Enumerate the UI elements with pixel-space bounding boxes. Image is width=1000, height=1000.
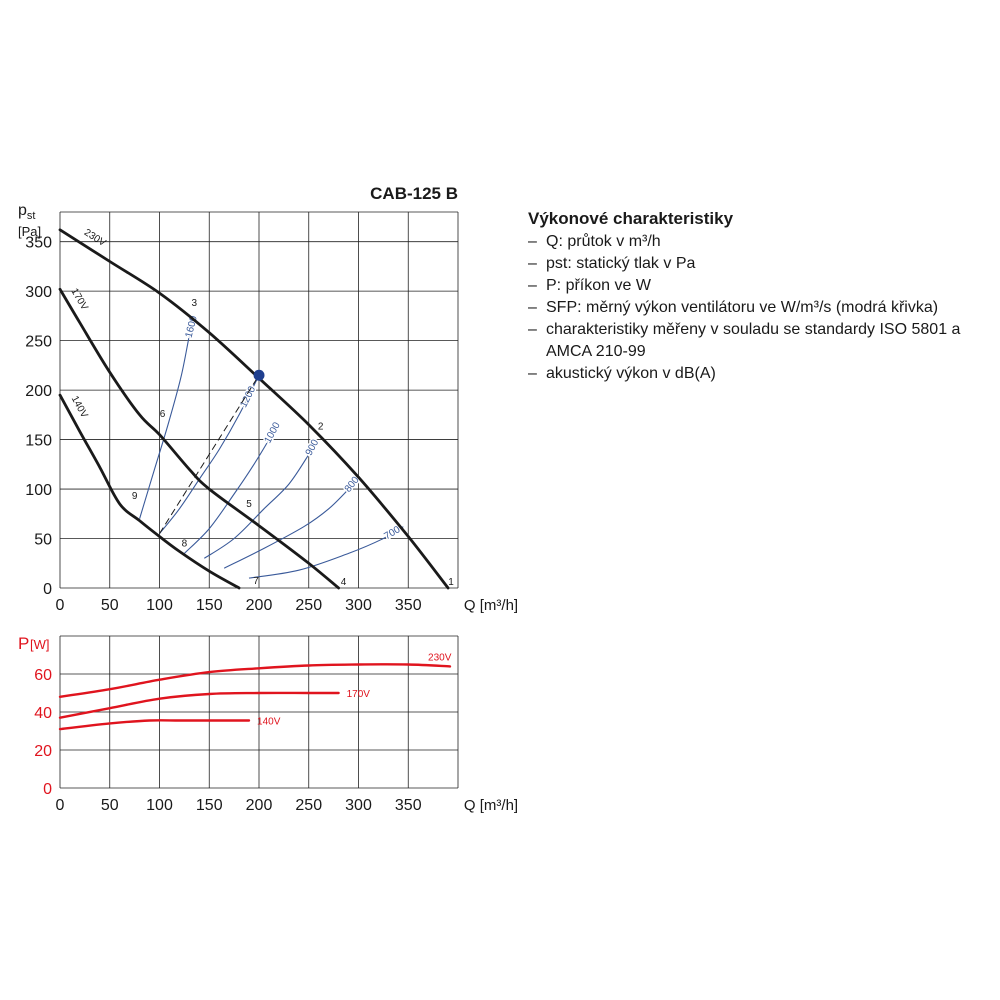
y-tick-label: 0 <box>43 581 52 598</box>
info-item: – charakteristiky měřeny v souladu se sta… <box>528 321 961 360</box>
point-marker-label: 2 <box>318 422 324 433</box>
x-tick-label: 150 <box>196 597 223 614</box>
point-marker-label: 5 <box>246 499 252 510</box>
y-axis-label: P <box>18 634 29 653</box>
y-tick-label: 60 <box>34 667 52 684</box>
info-item: – Q: průtok v m³/h <box>528 233 661 250</box>
y-tick-label: 350 <box>25 235 52 252</box>
series-label: 230V <box>428 652 452 663</box>
series-group: 230V 170V 140V <box>58 652 452 731</box>
x-tick-label: 300 <box>345 797 372 814</box>
info-item: – akustický výkon v dB(A) <box>528 365 716 382</box>
power-chart: 0 50 100 150 200 250 300 350 0 20 40 60 Q [m³/h] P [W]… <box>18 634 518 814</box>
y-tick-label: 250 <box>25 334 52 351</box>
x-tick-label: 0 <box>56 797 65 814</box>
info-item: – SFP: měrný výkon ventilátoru ve W/m³/s … <box>528 299 939 316</box>
x-tick-label: 100 <box>146 597 173 614</box>
y-tick-label: 0 <box>43 781 52 798</box>
point-marker-label: 6 <box>160 409 166 420</box>
pressure-chart: 0 50 100 150 200 250 300 350 0 50 100 150 200 250 300 3… <box>18 202 518 614</box>
grid <box>59 635 459 789</box>
x-tick-label: 250 <box>295 797 322 814</box>
info-list: – Q: průtok v m³/h – pst: statický tlak v … <box>528 231 988 385</box>
info-item: – P: příkon ve W <box>528 277 651 294</box>
y-axis-label: pst <box>18 202 35 222</box>
info-item: – pst: statický tlak v Pa <box>528 255 696 272</box>
grid <box>59 211 459 589</box>
sfp-curve <box>184 424 278 554</box>
series-line <box>58 393 241 590</box>
x-tick-label: 100 <box>146 797 173 814</box>
dashed-reference-line <box>159 374 260 534</box>
point-marker-label: 7 <box>253 576 259 587</box>
point-marker-label: 8 <box>182 538 188 549</box>
series-line <box>58 228 450 590</box>
series-line <box>58 287 340 590</box>
sfp-curve <box>203 439 318 559</box>
x-tick-label: 50 <box>101 797 119 814</box>
point-marker-label: 1 <box>448 577 454 588</box>
point-marker-label: 9 <box>132 491 138 502</box>
x-tick-label: 150 <box>196 797 223 814</box>
sfp-curve <box>159 375 260 534</box>
series-line <box>58 663 452 698</box>
sfp-curve <box>139 315 195 519</box>
x-tick-label: 300 <box>345 597 372 614</box>
x-tick-label: 200 <box>246 597 273 614</box>
x-tick-label: 200 <box>246 797 273 814</box>
y-tick-label: 40 <box>34 705 52 722</box>
series-label: 170V <box>347 689 371 700</box>
x-tick-label: 0 <box>56 597 65 614</box>
sfp-curve <box>223 478 357 569</box>
x-tick-label: 250 <box>295 597 322 614</box>
x-tick-label: 350 <box>395 797 422 814</box>
point-marker-label: 4 <box>341 577 347 588</box>
series-label: 140V <box>257 717 281 728</box>
sfp-curve <box>248 526 404 579</box>
x-axis-label: Q [m³/h] <box>464 797 518 814</box>
info-heading: Výkonové charakteristiky <box>528 209 734 228</box>
x-tick-label: 350 <box>395 597 422 614</box>
point-marker-label: 3 <box>192 298 198 309</box>
y-tick-label: 200 <box>25 383 52 400</box>
sfp-curve-label: 900 <box>304 437 322 457</box>
y-tick-label: 50 <box>34 532 52 549</box>
y-tick-label: 100 <box>25 482 52 499</box>
y-axis-unit: [Pa] <box>18 224 41 239</box>
x-tick-label: 50 <box>101 597 119 614</box>
chart-title: CAB-125 B <box>370 184 458 203</box>
sfp-curve-label: 1000 <box>263 420 283 445</box>
y-tick-label: 20 <box>34 743 52 760</box>
y-axis-unit: [W] <box>30 637 50 652</box>
x-axis-label: Q [m³/h] <box>464 597 518 614</box>
y-tick-label: 150 <box>25 433 52 450</box>
info-panel: Výkonové charakteristiky – Q: průtok v m³… <box>528 208 988 385</box>
y-tick-label: 300 <box>25 284 52 301</box>
series-line <box>58 691 340 719</box>
series-line <box>58 719 251 731</box>
sfp-curve-label: 1200 <box>238 384 258 409</box>
operating-point <box>253 369 265 381</box>
